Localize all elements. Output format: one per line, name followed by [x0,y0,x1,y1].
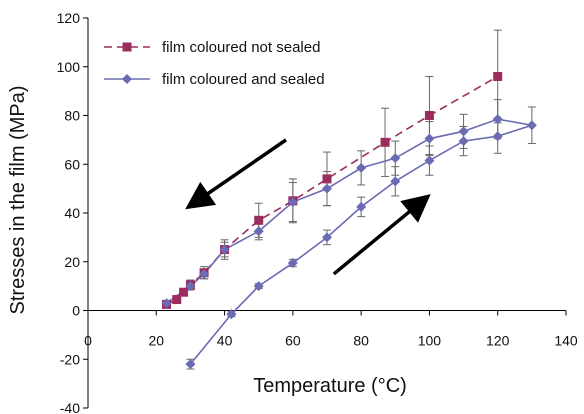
data-point-series-2 [287,197,298,208]
y-tick-label: 120 [57,10,81,26]
x-tick-label: 40 [217,333,233,349]
x-tick-label: 140 [554,333,578,349]
data-point-series-2 [458,136,469,147]
direction-arrow [332,194,431,276]
x-tick-label: 0 [84,333,92,349]
data-point-series-2 [253,281,264,292]
series-markers [161,72,537,370]
x-tick-label: 60 [285,333,301,349]
x-tick-label: 120 [486,333,510,349]
data-point-series-2 [526,120,537,131]
x-tick-label: 80 [353,333,369,349]
series-line-2 [166,118,533,365]
series-lines [166,75,533,365]
data-point-series-2 [424,133,435,144]
data-point-series-1 [179,287,189,297]
y-tick-label: 60 [64,156,80,172]
y-axis-title: Stresses in the film (MPa) [7,86,29,315]
y-tick-label: 0 [72,303,80,319]
data-point-series-2 [226,309,237,320]
data-point-series-1 [254,215,264,225]
y-tick-label: 80 [64,108,80,124]
annotations [185,138,431,276]
data-point-series-2 [287,257,298,268]
data-point-series-2 [161,298,172,309]
data-point-series-2 [458,126,469,137]
legend-label-1: film coloured not sealed [162,39,320,56]
data-point-series-2 [390,153,401,164]
data-point-series-1 [424,111,434,120]
data-point-series-1 [172,295,182,305]
data-point-series-2 [424,155,435,166]
data-point-series-2 [185,281,196,292]
y-tick-label: 40 [64,205,80,221]
data-point-series-1 [493,72,503,81]
y-tick-label: -40 [60,400,80,414]
y-tick-label: 100 [57,59,81,75]
x-tick-label: 20 [148,333,164,349]
y-tick-label: 20 [64,254,80,270]
x-axis-title: Temperature (°C) [253,375,407,397]
data-point-series-2 [492,114,503,125]
data-point-series-2 [219,244,230,255]
data-point-series-2 [185,359,196,370]
data-point-series-2 [322,183,332,194]
legend-marker-1 [122,42,132,52]
data-point-series-2 [199,268,210,279]
data-point-series-2 [356,162,367,173]
legend: film coloured not sealed film coloured an… [104,39,325,88]
series-line-1 [166,75,499,306]
y-tick-label: -20 [60,351,80,367]
direction-arrow [185,138,288,210]
data-point-series-2 [356,201,367,212]
legend-label-2: film coloured and sealed [162,71,325,88]
x-tick-label: 100 [418,333,442,349]
data-point-series-2 [492,131,503,142]
data-point-series-1 [322,174,332,184]
data-point-series-2 [390,176,401,187]
data-point-series-2 [253,226,264,237]
data-point-series-2 [322,232,332,243]
legend-marker-2 [122,74,132,84]
data-point-series-1 [380,137,390,147]
